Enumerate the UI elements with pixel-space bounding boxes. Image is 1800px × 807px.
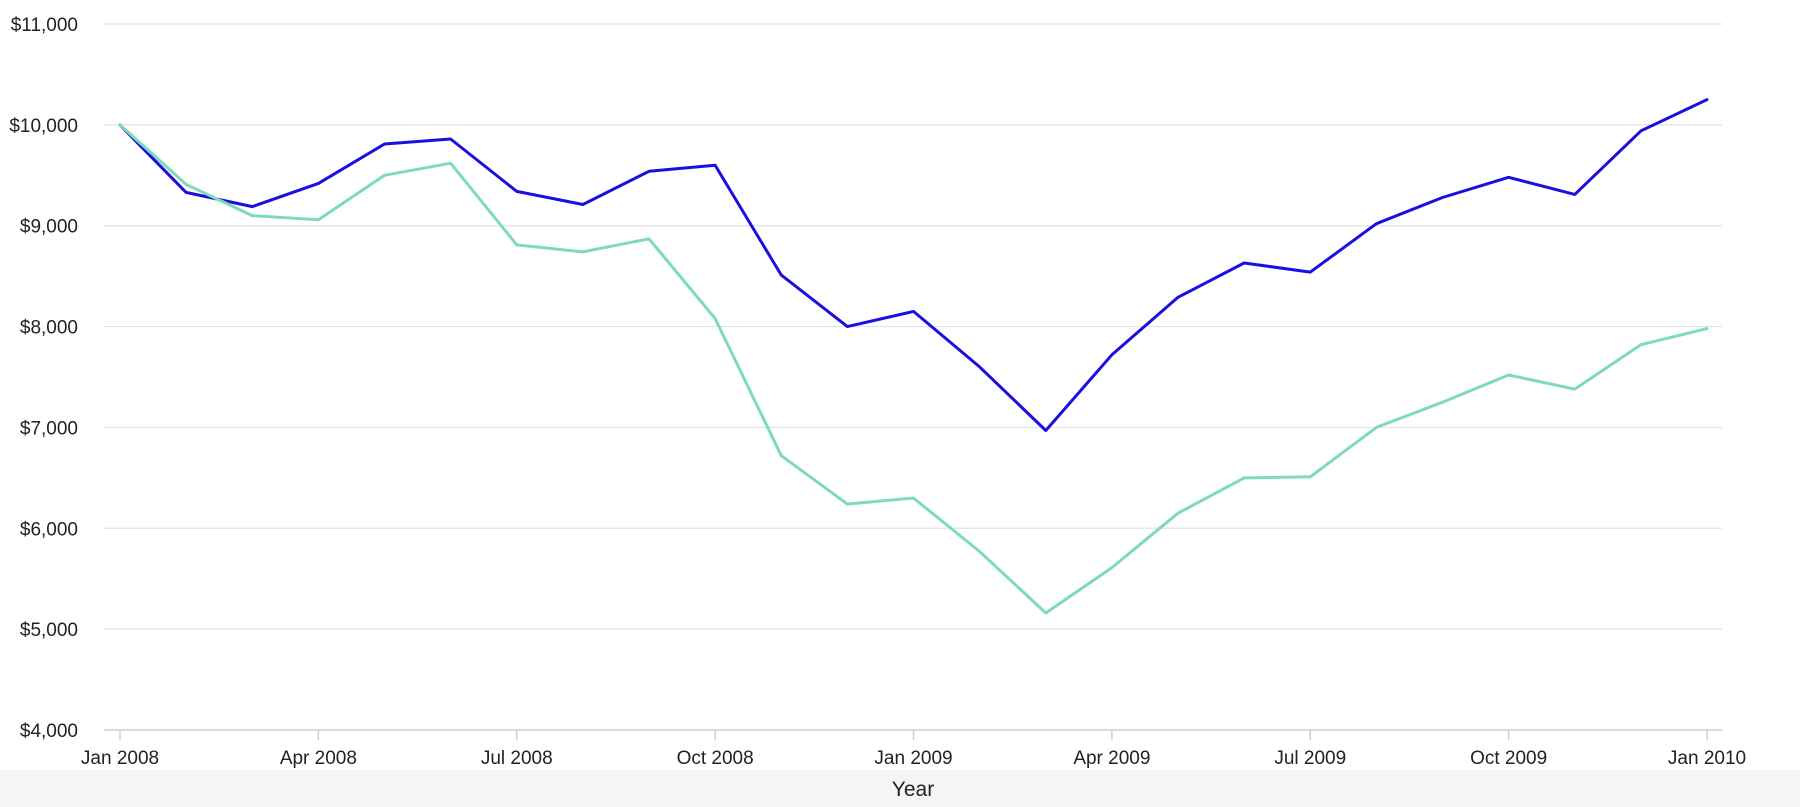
x-axis-title: Year (892, 778, 934, 801)
y-axis: $4,000 $5,000 $6,000 $7,000 $8,000 $9,000 $10,… (9, 15, 78, 742)
x-tick-label: Oct 2008 (677, 748, 754, 769)
x-tick-label: Jan 2008 (81, 748, 159, 769)
y-tick-label: $6,000 (20, 519, 78, 540)
y-tick-label: $8,000 (20, 318, 78, 339)
bottom-band (0, 770, 1800, 807)
x-tick-label: Oct 2009 (1470, 748, 1547, 769)
x-tick-label: Jan 2009 (874, 748, 952, 769)
y-tick-label: $4,000 (20, 721, 78, 742)
x-tick-label: Jan 2010 (1668, 748, 1746, 769)
y-tick-label: $10,000 (9, 116, 78, 137)
x-tick-label: Jul 2009 (1274, 748, 1346, 769)
x-tick-label: Apr 2009 (1073, 748, 1150, 769)
grid-lines (104, 23, 1722, 630)
y-tick-label: $7,000 (20, 418, 78, 439)
x-axis: Jan 2008 Apr 2008 Jul 2008 Oct 2008 Jan 2009… (81, 729, 1746, 769)
y-tick-label: $5,000 (20, 620, 78, 641)
series-line-2 (118, 123, 1709, 615)
x-tick-label: Jul 2008 (481, 748, 553, 769)
x-tick-label: Apr 2008 (280, 748, 357, 769)
series-line-1 (118, 98, 1709, 432)
y-tick-label: $11,000 (11, 15, 78, 36)
y-tick-label: $9,000 (20, 217, 78, 238)
series-group (118, 98, 1709, 615)
